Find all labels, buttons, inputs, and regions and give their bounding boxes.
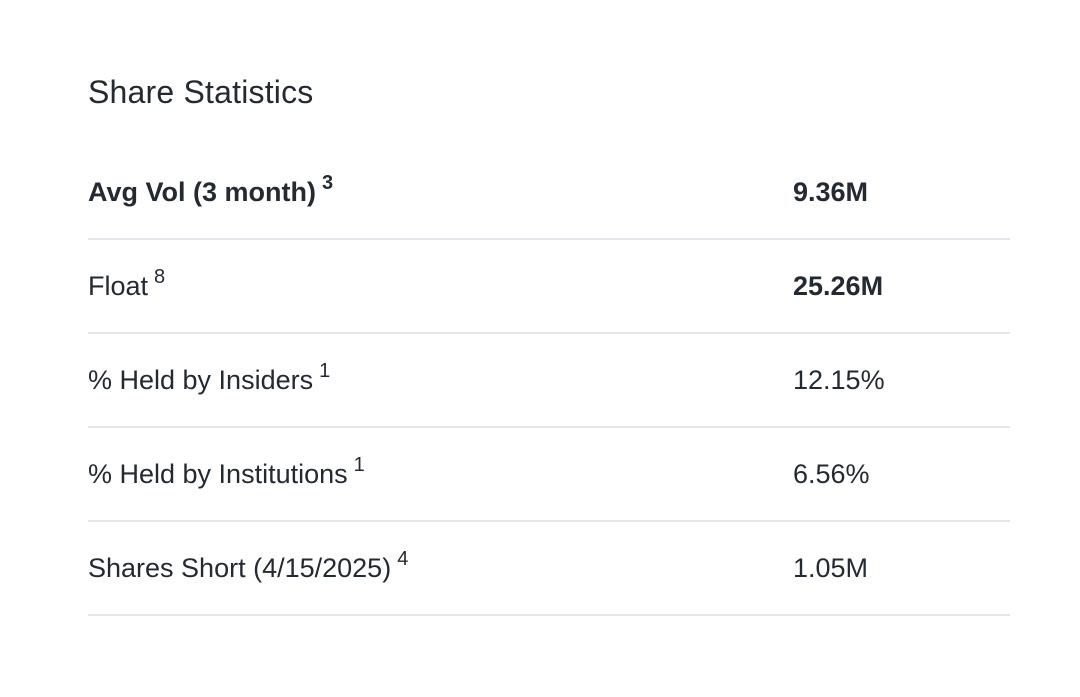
row-label-text: % Held by Institutions <box>88 459 348 489</box>
row-value: 1.05M <box>793 553 869 583</box>
row-label: Float 8 <box>88 267 793 302</box>
table-row: Avg Vol (3 month) 3 9.36M <box>88 146 1010 240</box>
footnote-superscript: 1 <box>319 360 331 382</box>
footnote-superscript: 1 <box>353 454 365 476</box>
section-title: Share Statistics <box>88 74 314 110</box>
table-row: % Held by Insiders 1 12.15% <box>88 334 1010 428</box>
table-row: Float 8 25.26M <box>88 240 1010 334</box>
row-value: 6.56% <box>793 459 870 489</box>
footnote-superscript: 8 <box>154 266 166 288</box>
row-label-text: Shares Short (4/15/2025) <box>88 553 392 583</box>
table-row: Shares Short (4/15/2025) 4 1.05M <box>88 522 1010 616</box>
row-label-text: % Held by Insiders <box>88 365 314 395</box>
row-value: 12.15% <box>793 365 885 395</box>
footnote-superscript: 3 <box>321 172 334 194</box>
row-label: Shares Short (4/15/2025) 4 <box>88 549 793 584</box>
footnote-superscript: 4 <box>397 548 409 570</box>
row-label: % Held by Insiders 1 <box>88 361 793 396</box>
row-value: 25.26M <box>793 271 884 301</box>
row-value: 9.36M <box>793 177 869 207</box>
share-statistics-table: Avg Vol (3 month) 3 9.36M Float 8 25.26M% Hel… <box>88 146 1010 616</box>
row-label-text: Float <box>88 271 149 301</box>
table-row: % Held by Institutions 1 6.56% <box>88 428 1010 522</box>
row-label-text: Avg Vol (3 month) <box>88 177 316 207</box>
share-statistics-section: Share Statistics Avg Vol (3 month) 3 9.36M… <box>88 74 1010 616</box>
row-label: Avg Vol (3 month) 3 <box>88 173 793 208</box>
row-label: % Held by Institutions 1 <box>88 455 793 490</box>
